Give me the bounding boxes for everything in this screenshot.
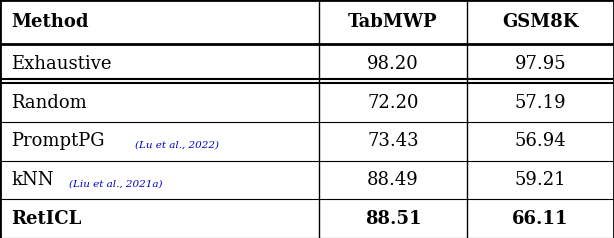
Text: GSM8K: GSM8K: [502, 13, 578, 31]
Text: 98.20: 98.20: [367, 55, 419, 73]
Text: 72.20: 72.20: [367, 94, 419, 112]
Text: PromptPG: PromptPG: [11, 132, 104, 150]
Text: RetICL: RetICL: [11, 210, 82, 228]
Text: 57.19: 57.19: [515, 94, 566, 112]
Text: 66.11: 66.11: [512, 210, 569, 228]
Text: TabMWP: TabMWP: [348, 13, 438, 31]
Text: 73.43: 73.43: [367, 132, 419, 150]
Text: 88.51: 88.51: [365, 210, 421, 228]
Text: kNN: kNN: [11, 171, 53, 189]
Text: Random: Random: [11, 94, 87, 112]
Text: 59.21: 59.21: [515, 171, 566, 189]
Text: (Liu et al., 2021a): (Liu et al., 2021a): [69, 179, 163, 188]
Text: 97.95: 97.95: [515, 55, 566, 73]
Text: Method: Method: [11, 13, 88, 31]
Text: 88.49: 88.49: [367, 171, 419, 189]
Text: (Lu et al., 2022): (Lu et al., 2022): [134, 141, 219, 150]
Text: Exhaustive: Exhaustive: [11, 55, 112, 73]
Text: 56.94: 56.94: [515, 132, 566, 150]
